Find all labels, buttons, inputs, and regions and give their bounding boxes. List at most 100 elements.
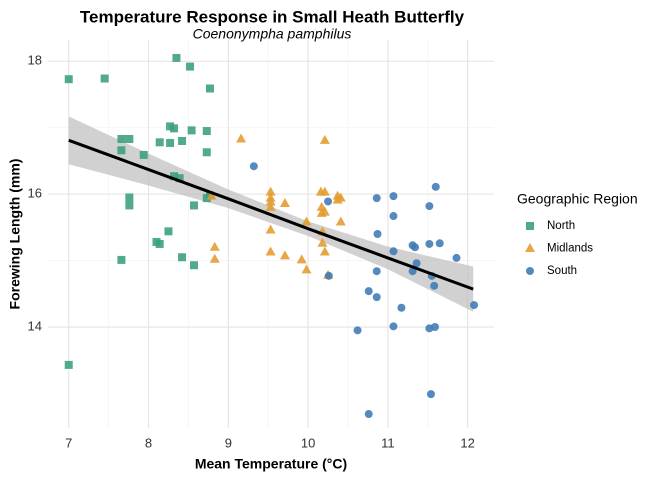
point	[431, 182, 440, 191]
point	[64, 75, 73, 84]
point	[319, 206, 330, 216]
point	[430, 281, 439, 290]
point	[301, 216, 312, 226]
point	[64, 360, 73, 369]
grid	[48, 40, 494, 428]
point	[364, 287, 373, 296]
point	[125, 134, 134, 143]
chart-subtitle: Coenonympha pamphilus	[193, 26, 352, 42]
point	[172, 53, 181, 62]
point	[364, 410, 373, 419]
legend-key	[526, 222, 534, 230]
point	[412, 259, 421, 268]
y-tick-label: 16	[28, 186, 42, 201]
point	[319, 134, 330, 144]
point	[411, 243, 420, 252]
point	[470, 301, 479, 310]
point	[187, 126, 196, 135]
legend-key	[526, 267, 534, 275]
point	[209, 241, 220, 251]
point	[425, 239, 434, 248]
point	[155, 239, 164, 248]
legend-label: North	[547, 220, 575, 232]
point	[452, 253, 461, 262]
point	[175, 174, 184, 183]
chart-title: Temperature Response in Small Heath Butt…	[80, 7, 465, 26]
legend-label: South	[547, 265, 577, 277]
legend-label: Midlands	[547, 243, 593, 255]
point	[249, 162, 258, 171]
point	[202, 148, 211, 157]
point	[139, 150, 148, 159]
point	[324, 271, 333, 280]
x-tick-label: 11	[381, 435, 395, 450]
point	[125, 201, 134, 210]
point	[373, 230, 382, 238]
legend-key	[525, 243, 535, 252]
y-axis-label: Forewing Length (mm)	[7, 159, 23, 310]
point	[435, 239, 444, 248]
point	[317, 237, 328, 247]
point	[389, 212, 398, 221]
x-tick-label: 10	[301, 435, 315, 450]
point	[389, 322, 398, 331]
point	[301, 264, 312, 274]
point	[170, 172, 179, 181]
point	[296, 254, 307, 264]
legend-item: North	[526, 220, 575, 232]
point	[372, 293, 381, 302]
point	[166, 138, 175, 147]
point	[372, 267, 381, 276]
point	[164, 227, 173, 236]
point	[389, 192, 398, 201]
point	[335, 192, 346, 202]
point	[190, 201, 199, 210]
point	[117, 134, 126, 143]
y-tick-label: 18	[28, 53, 42, 68]
point	[279, 250, 290, 260]
point	[319, 186, 330, 196]
fit-line	[68, 138, 474, 291]
point	[265, 196, 276, 206]
point	[397, 303, 406, 312]
point	[265, 224, 276, 234]
legend-item: South	[526, 265, 577, 277]
point	[117, 255, 126, 264]
point	[353, 326, 362, 335]
point	[202, 127, 211, 136]
y-tick-label: 14	[28, 318, 42, 333]
point	[125, 193, 134, 202]
point	[319, 246, 330, 256]
point	[209, 253, 220, 263]
point	[178, 136, 187, 145]
point	[426, 390, 435, 399]
point	[389, 247, 398, 256]
point	[205, 84, 214, 93]
point	[425, 202, 434, 211]
point	[279, 197, 290, 207]
point	[170, 124, 179, 133]
x-tick-label: 9	[225, 435, 232, 450]
point	[430, 323, 439, 332]
point	[117, 146, 126, 155]
x-tick-label: 12	[460, 435, 474, 450]
point	[236, 133, 247, 143]
point	[335, 216, 346, 226]
point	[206, 190, 217, 200]
point	[372, 194, 381, 203]
x-axis-label: Mean Temperature (°C)	[195, 456, 347, 472]
point	[100, 74, 109, 83]
point	[324, 197, 333, 206]
point	[265, 246, 276, 256]
x-tick-label: 8	[145, 435, 152, 450]
point	[155, 138, 164, 147]
legend-item: Midlands	[525, 243, 593, 255]
point	[178, 253, 187, 262]
point	[265, 186, 276, 196]
point	[186, 62, 195, 71]
point	[190, 261, 199, 270]
legend-title: Geographic Region	[517, 191, 638, 207]
point	[265, 201, 276, 211]
x-tick-label: 7	[65, 435, 72, 450]
